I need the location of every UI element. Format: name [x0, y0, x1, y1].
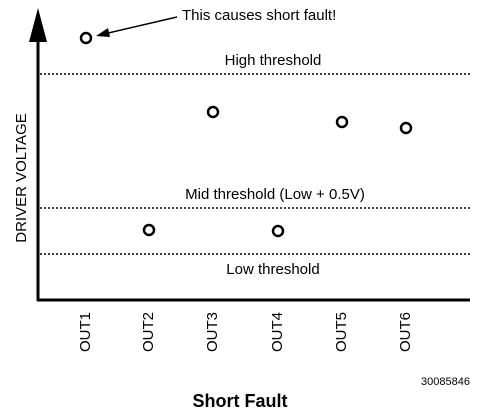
annotation-arrow: [103, 16, 178, 35]
category-label: OUT4: [269, 312, 286, 352]
category-label: OUT5: [333, 312, 350, 352]
category-label: OUT2: [140, 312, 157, 352]
category-label: OUT3: [204, 312, 221, 352]
threshold-label: High threshold: [225, 52, 322, 69]
threshold-label: Mid threshold (Low + 0.5V): [185, 186, 365, 203]
category-label: OUT6: [397, 312, 414, 352]
point: [79, 31, 93, 45]
point: [206, 105, 220, 119]
category-label: OUT1: [77, 312, 94, 352]
threshold-label: Low threshold: [226, 261, 319, 278]
annotation-arrowhead: [96, 28, 110, 37]
title: Short Fault: [193, 391, 288, 411]
point: [399, 121, 413, 135]
y-axis-label: DRIVER VOLTAGE: [13, 113, 30, 242]
annotation: This causes short fault!: [182, 7, 336, 24]
point: [142, 223, 156, 237]
point: [271, 224, 285, 238]
y-axis-arrow: [29, 8, 47, 42]
point: [335, 115, 349, 129]
figure-id: 30085846: [421, 376, 470, 388]
